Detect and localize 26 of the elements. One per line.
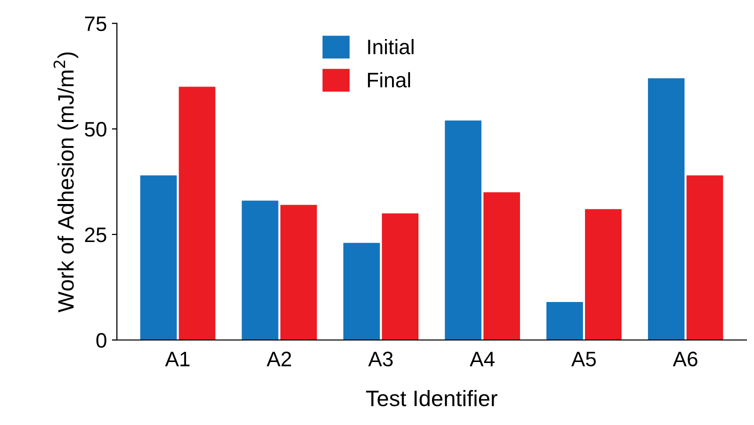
- bar: [242, 200, 278, 340]
- bar: [483, 192, 520, 340]
- x-tick-label: A5: [571, 352, 596, 366]
- y-tick-label: 0: [96, 333, 106, 348]
- bar: [546, 302, 583, 340]
- bar: [382, 213, 418, 340]
- y-axis-title: Work of Adhesion (mJ/m$^{2}$): [54, 52, 78, 312]
- y-tick-label: 75: [85, 16, 106, 32]
- x-tick-label: A2: [266, 352, 292, 366]
- bar: [140, 175, 177, 340]
- bar: [585, 209, 622, 340]
- x-tick-label: A3: [368, 352, 393, 366]
- y-tick-label: 50: [84, 122, 106, 137]
- legend-label: Final: [368, 72, 410, 88]
- x-tick-label: A6: [672, 352, 698, 366]
- bar: [444, 120, 482, 340]
- bar: [343, 242, 380, 340]
- x-tick-label: A4: [470, 352, 495, 366]
- bar: [178, 86, 216, 340]
- legend-label: Initial: [368, 39, 414, 54]
- bar: [280, 204, 317, 340]
- bar: [686, 175, 724, 340]
- x-axis-title: Test Identifier: [366, 390, 498, 406]
- y-tick-label: 25: [85, 227, 106, 242]
- bar: [648, 78, 685, 340]
- x-tick-label: A1: [165, 352, 190, 366]
